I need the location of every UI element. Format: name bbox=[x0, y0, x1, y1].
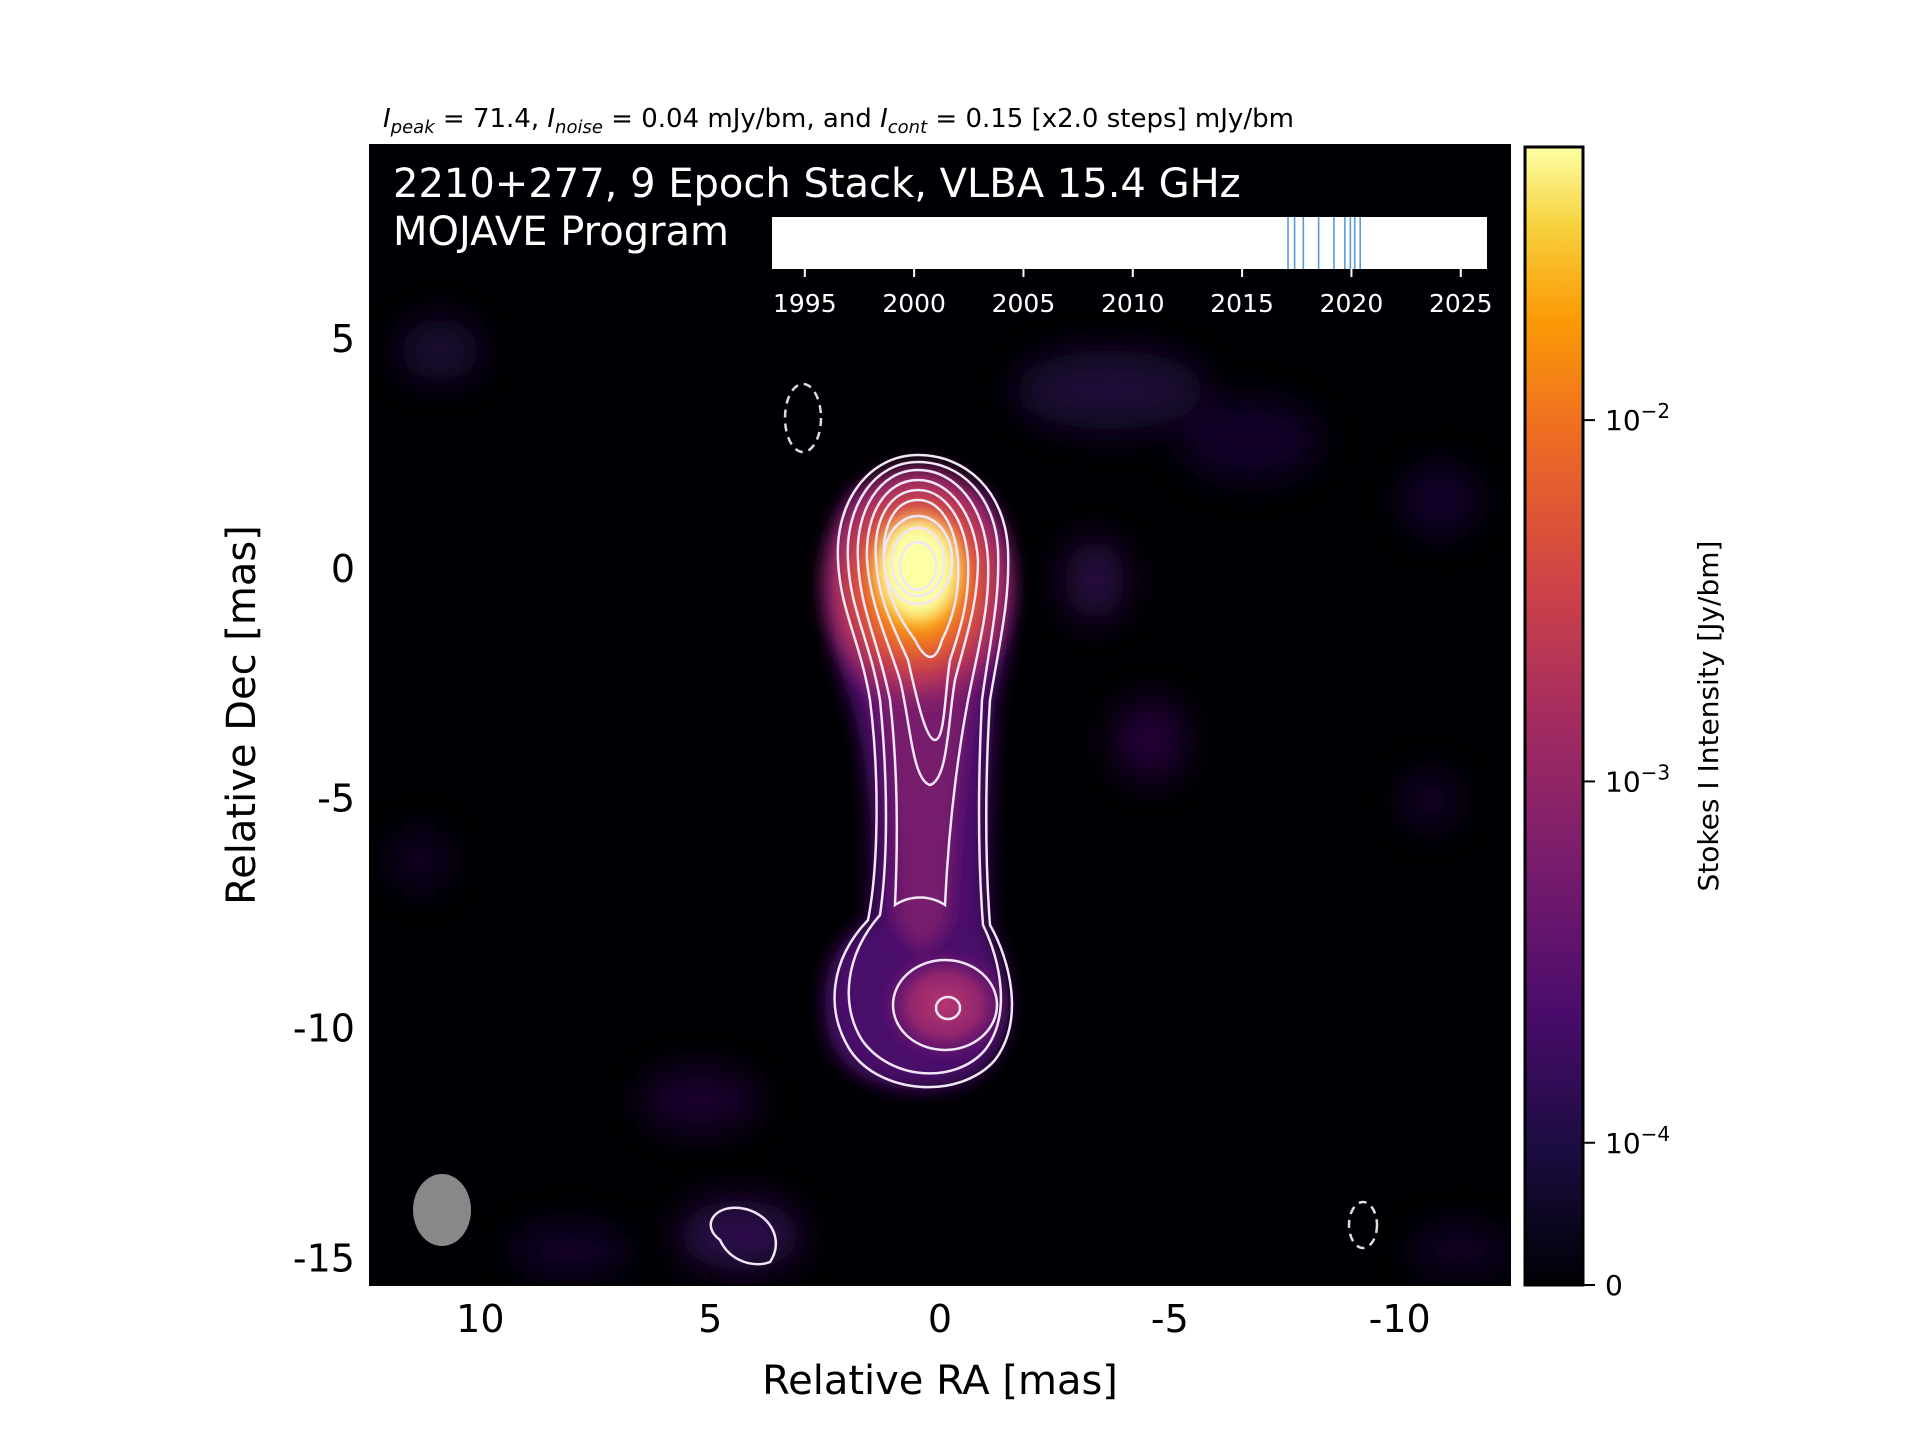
i-noise-sub: noise bbox=[555, 117, 603, 138]
noise-blob bbox=[1180, 400, 1320, 480]
x-axis: 10 5 0 -5 -10 bbox=[456, 1273, 1431, 1341]
contour-outer bbox=[833, 453, 1014, 1089]
timeline-epochs bbox=[1287, 217, 1361, 269]
i-noise-symbol: I bbox=[547, 104, 555, 134]
y-axis-label: Relative Dec [mas] bbox=[219, 525, 265, 905]
colorbar-tick-label: 10−4 bbox=[1605, 1122, 1670, 1160]
x-tick-label: 5 bbox=[698, 1297, 722, 1341]
contour-4 bbox=[865, 478, 980, 787]
y-tick-label: 5 bbox=[331, 317, 355, 361]
noise-field bbox=[390, 320, 1510, 1275]
noise-blob bbox=[640, 1070, 760, 1130]
contour-2 bbox=[846, 460, 1003, 1075]
chart-subtitle: MOJAVE Program bbox=[393, 209, 729, 255]
noise-blob bbox=[390, 830, 450, 890]
noise-blob bbox=[400, 320, 480, 380]
x-axis-label: Relative RA [mas] bbox=[762, 1358, 1118, 1404]
colorbar-ticks: 0 10−4 10−3 10−2 bbox=[1583, 399, 1670, 1302]
chart-title: 2210+277, 9 Epoch Stack, VLBA 15.4 GHz bbox=[393, 161, 1241, 207]
i-cont-value: = 0.15 [x2.0 steps] mJy/bm bbox=[927, 104, 1294, 134]
knot-contour-inner bbox=[934, 995, 962, 1021]
negative-contours bbox=[783, 382, 1379, 1250]
i-cont-sub: cont bbox=[888, 117, 928, 138]
noise-blob bbox=[1015, 350, 1205, 430]
timeline-tick-label: 2015 bbox=[1210, 289, 1274, 318]
y-axis: 5 0 -5 -10 -15 bbox=[293, 317, 382, 1280]
y-tick-label: -10 bbox=[293, 1007, 355, 1051]
contours bbox=[709, 453, 1014, 1266]
timeline-tick-label: 2020 bbox=[1320, 289, 1384, 318]
x-tick-label: -5 bbox=[1151, 1297, 1189, 1341]
contour-6 bbox=[882, 498, 960, 659]
timeline-tick-label: 1995 bbox=[773, 289, 837, 318]
i-peak-value: = 71.4, bbox=[435, 104, 548, 134]
i-cont-symbol: I bbox=[880, 104, 888, 134]
contour-5 bbox=[874, 488, 970, 742]
negative-contour-2 bbox=[1347, 1200, 1379, 1250]
contour-3 bbox=[856, 468, 990, 908]
x-tick-label: 10 bbox=[456, 1297, 504, 1341]
epoch-timeline: 1995 2000 2005 2010 2015 2020 2025 bbox=[772, 217, 1493, 318]
knot-emission bbox=[875, 945, 1015, 1065]
y-tick-label: -15 bbox=[293, 1236, 355, 1280]
negative-contour-1 bbox=[783, 382, 823, 454]
colorbar bbox=[1523, 145, 1585, 1287]
noise-blob bbox=[1400, 770, 1460, 830]
colorbar-tick-label: 10−2 bbox=[1605, 399, 1670, 437]
timeline-tick-label: 2025 bbox=[1429, 289, 1493, 318]
noise-contour bbox=[709, 1206, 778, 1266]
timeline-tick-label: 2005 bbox=[992, 289, 1056, 318]
contour-7 bbox=[882, 514, 954, 606]
noise-blob bbox=[1115, 700, 1185, 780]
jet-emission bbox=[823, 465, 1015, 1090]
i-noise-value: = 0.04 mJy/bm, and bbox=[603, 104, 880, 134]
noise-blob bbox=[1065, 540, 1125, 620]
x-tick-label: 0 bbox=[928, 1297, 952, 1341]
colorbar-tick-label: 10−3 bbox=[1605, 760, 1670, 798]
contour-8 bbox=[890, 526, 946, 598]
noise-blob bbox=[510, 1225, 630, 1275]
timeline-ticks: 1995 2000 2005 2010 2015 2020 2025 bbox=[773, 269, 1493, 318]
colorbar-tick-label: 0 bbox=[1605, 1269, 1623, 1302]
beam-ellipse bbox=[413, 1174, 471, 1246]
y-tick-label: 0 bbox=[331, 547, 355, 591]
header-stats: Ipeak = 71.4, Inoise = 0.04 mJy/bm, and … bbox=[383, 104, 1294, 138]
colorbar-label: Stokes I Intensity [Jy/bm] bbox=[1692, 541, 1725, 892]
core-peak bbox=[878, 518, 958, 618]
noise-blob bbox=[1400, 465, 1480, 535]
x-tick-label: -10 bbox=[1369, 1297, 1431, 1341]
i-peak-sub: peak bbox=[390, 117, 437, 138]
timeline-tick-label: 2000 bbox=[882, 289, 946, 318]
timeline-tick-label: 2010 bbox=[1101, 289, 1165, 318]
contour-9 bbox=[898, 540, 938, 592]
knot-contour-outer bbox=[891, 958, 999, 1052]
timeline-box bbox=[772, 217, 1487, 269]
y-tick-label: -5 bbox=[317, 777, 355, 821]
i-peak-symbol: I bbox=[383, 104, 391, 134]
noise-blob bbox=[680, 1200, 800, 1270]
plot-area: 2210+277, 9 Epoch Stack, VLBA 15.4 GHz M… bbox=[370, 145, 1510, 1285]
noise-blob bbox=[1410, 1225, 1510, 1275]
